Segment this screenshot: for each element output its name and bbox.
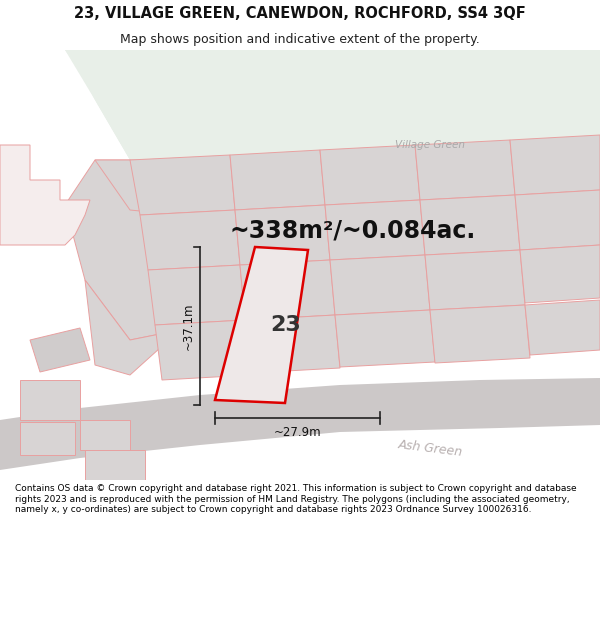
Polygon shape (320, 145, 420, 205)
Polygon shape (230, 150, 325, 210)
Polygon shape (95, 160, 180, 215)
Polygon shape (30, 328, 90, 372)
Polygon shape (0, 50, 600, 160)
Polygon shape (525, 300, 600, 355)
Ellipse shape (148, 425, 202, 445)
Polygon shape (65, 160, 220, 340)
Polygon shape (240, 260, 335, 320)
Polygon shape (415, 140, 515, 200)
Polygon shape (335, 310, 435, 367)
Polygon shape (130, 155, 235, 215)
Polygon shape (215, 247, 308, 403)
Polygon shape (80, 420, 130, 450)
Text: Contains OS data © Crown copyright and database right 2021. This information is : Contains OS data © Crown copyright and d… (15, 484, 577, 514)
Polygon shape (85, 450, 145, 480)
Polygon shape (140, 210, 240, 270)
Polygon shape (325, 200, 425, 260)
Polygon shape (235, 205, 330, 265)
Text: 23: 23 (271, 315, 301, 335)
Polygon shape (520, 245, 600, 303)
Polygon shape (0, 145, 90, 245)
Text: ~37.1m: ~37.1m (182, 302, 194, 350)
Polygon shape (515, 190, 600, 250)
Text: ~338m²/~0.084ac.: ~338m²/~0.084ac. (230, 218, 476, 242)
Text: Village Green: Village Green (395, 140, 465, 150)
Polygon shape (20, 422, 75, 455)
Polygon shape (425, 250, 525, 310)
Text: 23, VILLAGE GREEN, CANEWDON, ROCHFORD, SS4 3QF: 23, VILLAGE GREEN, CANEWDON, ROCHFORD, S… (74, 6, 526, 21)
Polygon shape (0, 378, 600, 470)
Polygon shape (510, 135, 600, 195)
Polygon shape (0, 50, 600, 160)
Text: Ash Green: Ash Green (397, 438, 463, 458)
Polygon shape (85, 280, 180, 375)
Polygon shape (420, 195, 520, 255)
Polygon shape (330, 255, 430, 315)
Text: Map shows position and indicative extent of the property.: Map shows position and indicative extent… (120, 34, 480, 46)
Polygon shape (245, 315, 340, 373)
Text: ~27.9m: ~27.9m (274, 426, 322, 439)
Polygon shape (148, 265, 245, 325)
Polygon shape (20, 380, 80, 420)
Polygon shape (155, 320, 250, 380)
Polygon shape (430, 305, 530, 363)
